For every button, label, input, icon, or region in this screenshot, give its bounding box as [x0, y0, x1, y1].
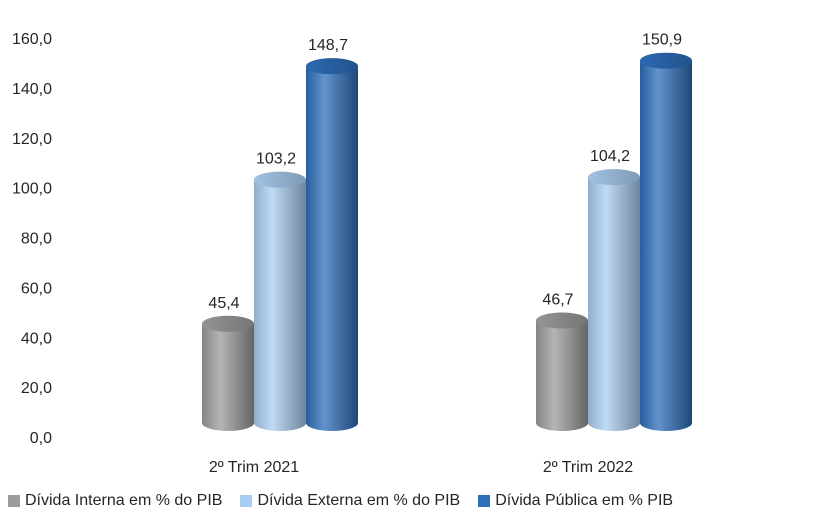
- bar: [588, 169, 640, 431]
- legend-label: Dívida Pública em % PIB: [495, 492, 674, 509]
- legend-item: Dívida Pública em % PIB: [478, 492, 673, 510]
- data-label: 46,7: [542, 292, 573, 309]
- bar-body: [306, 66, 358, 431]
- bar-top: [202, 315, 254, 332]
- bar-body: [588, 177, 640, 431]
- bar-top: [640, 52, 692, 69]
- x-axis: 2º Trim 2021 2º Trim 2022: [209, 459, 633, 476]
- y-tick-label: 40,0: [21, 330, 52, 347]
- x-category-label: 2º Trim 2022: [543, 459, 633, 476]
- bar-top: [536, 312, 588, 329]
- bar: [202, 315, 254, 431]
- x-category-label: 2º Trim 2021: [209, 459, 299, 476]
- bar-body: [202, 323, 254, 431]
- data-labels: 45,4 103,2 148,7 46,7 104,2 150,9: [208, 32, 682, 312]
- legend-label: Dívida Interna em % do PIB: [25, 492, 223, 509]
- bar-top: [306, 58, 358, 75]
- y-tick-label: 60,0: [21, 280, 52, 297]
- bar: [640, 52, 692, 432]
- bar-top: [588, 169, 640, 186]
- data-label: 45,4: [208, 295, 239, 312]
- legend-swatch: [8, 495, 20, 507]
- data-label: 150,9: [642, 32, 682, 49]
- y-tick-label: 0,0: [30, 430, 52, 447]
- legend: Dívida Interna em % do PIB Dívida Externa…: [0, 488, 830, 514]
- bar-body: [536, 320, 588, 431]
- y-tick-label: 140,0: [12, 81, 52, 98]
- bar-body: [254, 179, 306, 431]
- data-label: 103,2: [256, 151, 296, 168]
- legend-item: Dívida Externa em % do PIB: [240, 492, 460, 510]
- legend-swatch: [240, 495, 253, 507]
- legend-label: Dívida Externa em % do PIB: [257, 492, 461, 509]
- y-tick-label: 120,0: [12, 131, 52, 148]
- bars: [202, 52, 692, 432]
- bar: [306, 58, 358, 431]
- bar: [536, 312, 588, 431]
- legend-item: Dívida Interna em % do PIB: [8, 492, 222, 510]
- bar: [254, 171, 306, 431]
- bar-body: [640, 60, 692, 432]
- legend-swatch: [478, 495, 491, 507]
- bar-top: [254, 171, 306, 188]
- y-tick-label: 160,0: [12, 31, 52, 48]
- y-axis: 0,0 20,0 40,0 60,0 80,0 100,0 120,0 140,0 160,0: [12, 31, 52, 447]
- y-tick-label: 80,0: [21, 231, 52, 248]
- data-label: 148,7: [308, 37, 348, 54]
- data-label: 104,2: [590, 148, 630, 165]
- y-tick-label: 20,0: [21, 380, 52, 397]
- y-tick-label: 100,0: [12, 181, 52, 198]
